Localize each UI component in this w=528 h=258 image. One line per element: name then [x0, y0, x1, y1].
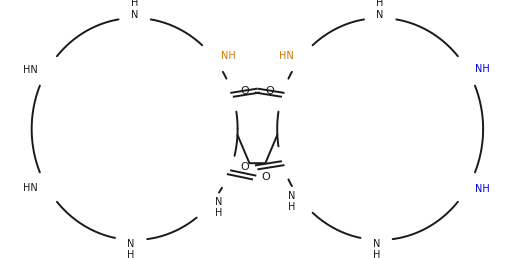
Text: NH: NH: [475, 64, 490, 74]
Text: O: O: [241, 86, 249, 96]
Text: NH: NH: [221, 51, 236, 61]
Text: HN: HN: [23, 65, 38, 75]
Text: NH: NH: [475, 184, 490, 194]
Text: HN: HN: [23, 183, 38, 193]
Text: O: O: [241, 162, 249, 172]
Text: HN: HN: [279, 51, 294, 61]
Text: H
N: H N: [131, 0, 138, 20]
Text: N
H: N H: [288, 191, 295, 212]
Text: N
H: N H: [215, 197, 222, 218]
Text: N
H: N H: [127, 239, 135, 258]
Text: O: O: [261, 172, 270, 182]
Text: O: O: [266, 86, 274, 96]
Text: N
H: N H: [373, 239, 380, 258]
Text: H
N: H N: [376, 0, 384, 20]
